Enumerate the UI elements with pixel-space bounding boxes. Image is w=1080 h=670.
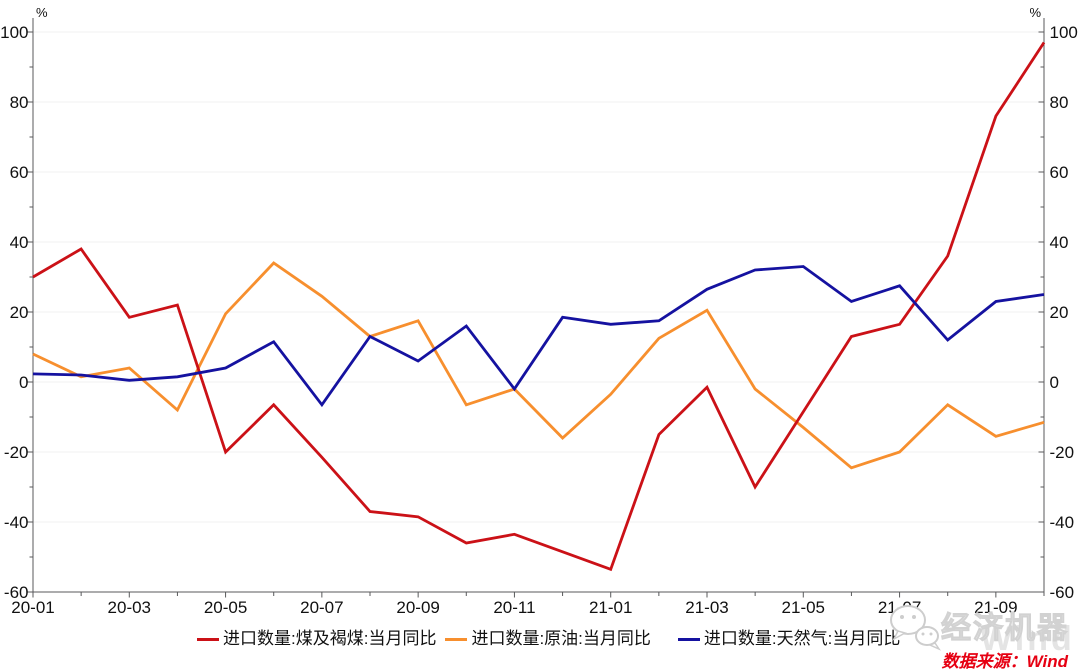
svg-text:-20: -20: [1050, 443, 1075, 462]
svg-text:-60: -60: [4, 583, 29, 602]
axes: [32, 18, 1045, 593]
svg-text:-40: -40: [4, 513, 29, 532]
svg-text:21-03: 21-03: [685, 598, 728, 617]
svg-text:100: 100: [1050, 23, 1078, 42]
svg-text:-40: -40: [1050, 513, 1075, 532]
svg-text:-20: -20: [4, 443, 29, 462]
svg-text:20-03: 20-03: [108, 598, 151, 617]
svg-text:80: 80: [10, 93, 29, 112]
svg-text:%: %: [1029, 5, 1041, 20]
tick-marks: [26, 31, 1045, 598]
legend-label-gas: 进口数量:天然气:当月同比: [703, 629, 901, 648]
data-source-label: 数据来源：Wind: [941, 652, 1068, 670]
svg-text:40: 40: [10, 233, 29, 252]
svg-text:21-05: 21-05: [782, 598, 825, 617]
svg-text:20: 20: [1050, 303, 1069, 322]
svg-text:80: 80: [1050, 93, 1069, 112]
svg-text:21-07: 21-07: [878, 598, 921, 617]
series-line-0: [32, 41, 1046, 572]
legend-item-coal: 进口数量:煤及褐煤:当月同比: [197, 628, 436, 650]
svg-text:60: 60: [10, 163, 29, 182]
legend-label-oil: 进口数量:原油:当月同比: [471, 629, 651, 648]
svg-text:21-01: 21-01: [589, 598, 632, 617]
svg-text:20-01: 20-01: [11, 598, 54, 617]
svg-text:20-07: 20-07: [300, 598, 343, 617]
svg-text:0: 0: [19, 373, 28, 392]
series-line-1: [32, 261, 1045, 470]
legend-item-oil: 进口数量:原油:当月同比: [445, 628, 651, 650]
unit-labels: %%: [36, 5, 1041, 20]
svg-text:60: 60: [1050, 163, 1069, 182]
axis-labels: -60 -60 -40 -40 -20 -20 0 0 20 20 40 40 60 60 80 80 100 1…: [0, 23, 1078, 617]
svg-text:21-09: 21-09: [974, 598, 1017, 617]
chart-legend: 进口数量:煤及褐煤:当月同比 进口数量:原油:当月同比 进口数量:天然气:当月同…: [197, 628, 900, 650]
legend-item-gas: 进口数量:天然气:当月同比: [677, 628, 901, 650]
oil-line-swatch: [445, 637, 468, 641]
svg-text:40: 40: [1050, 233, 1069, 252]
svg-text:20-05: 20-05: [204, 598, 247, 617]
gas-line-swatch: [677, 637, 700, 641]
series-line-2: [32, 265, 1045, 408]
svg-text:20: 20: [10, 303, 29, 322]
svg-text:0: 0: [1050, 373, 1059, 392]
svg-text:20-09: 20-09: [396, 598, 439, 617]
gridlines: [33, 31, 1044, 523]
coal-line-swatch: [197, 637, 219, 641]
svg-text:20-11: 20-11: [493, 598, 535, 617]
svg-text:%: %: [36, 5, 48, 20]
svg-text:-60: -60: [1050, 583, 1075, 602]
svg-text:100: 100: [0, 23, 28, 42]
legend-label-coal: 进口数量:煤及褐煤:当月同比: [223, 629, 437, 648]
